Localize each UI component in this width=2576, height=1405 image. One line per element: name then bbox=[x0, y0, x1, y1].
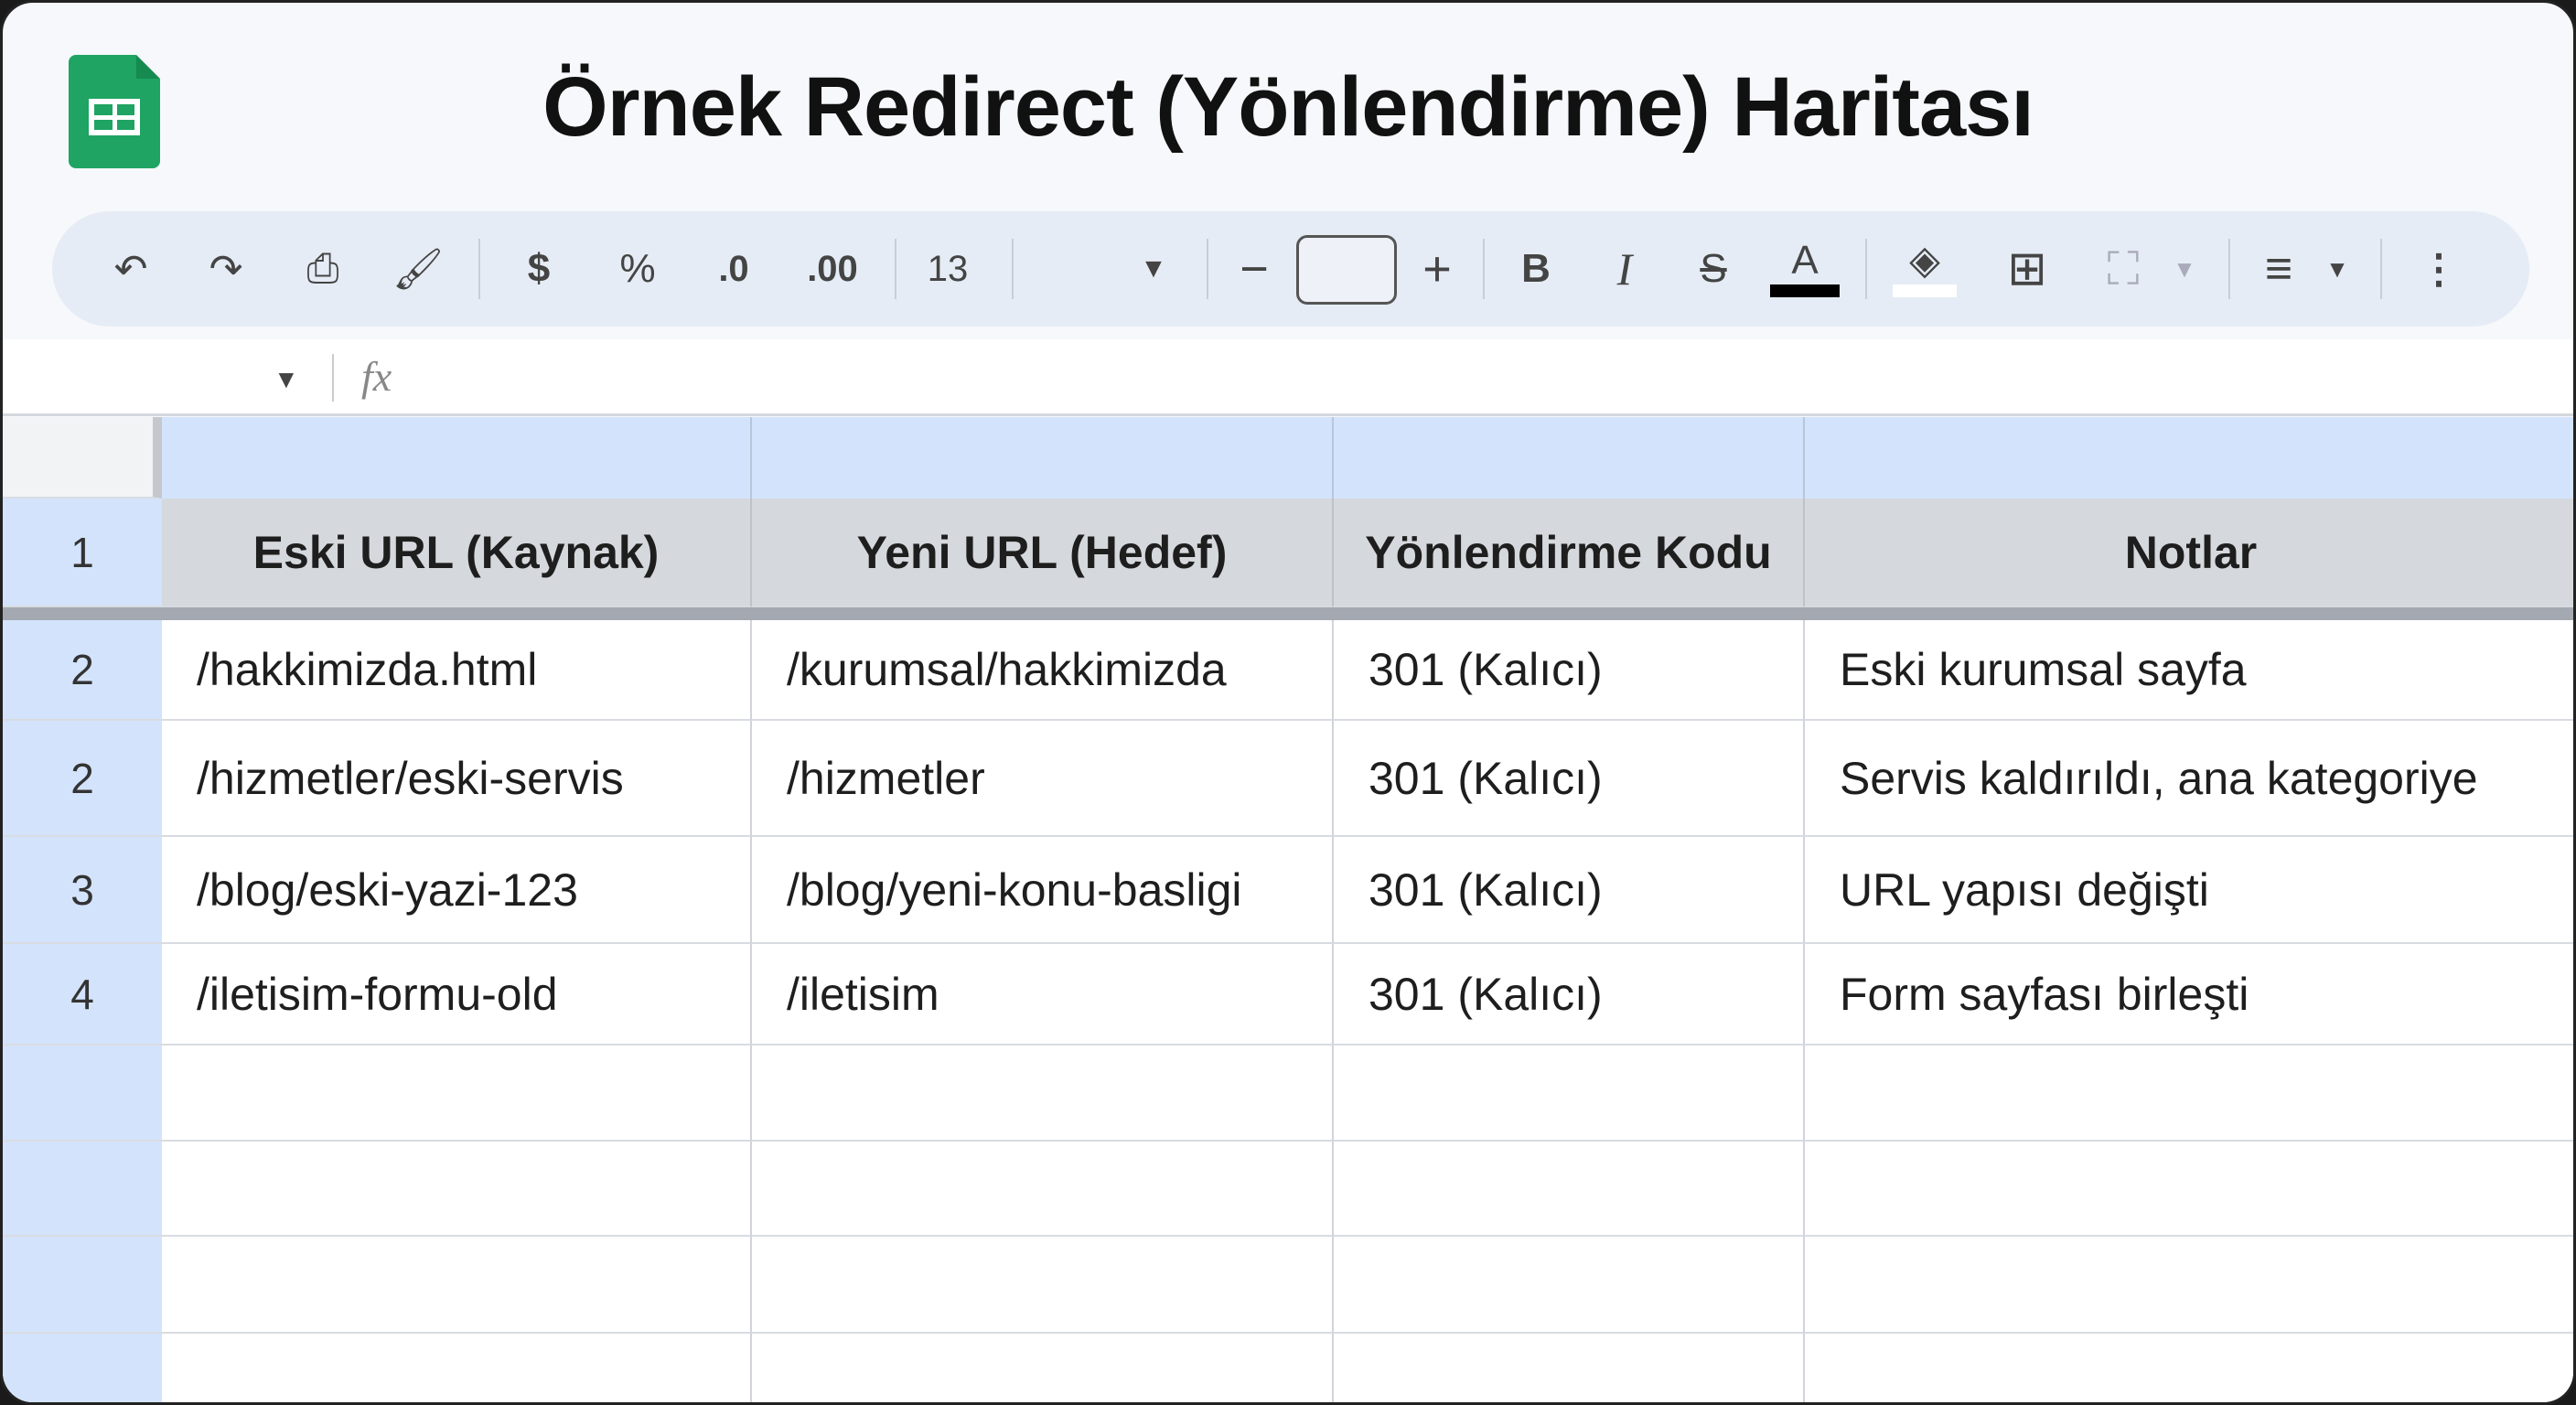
formula-input[interactable] bbox=[433, 339, 2573, 416]
table-cell[interactable]: /blog/yeni-konu-basligi bbox=[752, 837, 1334, 944]
name-box-chevron-icon[interactable]: ▼ bbox=[274, 365, 299, 393]
table-cell[interactable] bbox=[1334, 1237, 1805, 1334]
sheets-logo-icon bbox=[69, 55, 160, 168]
column-title[interactable]: Eski URL (Kaynak) bbox=[162, 499, 752, 607]
font-size-input[interactable] bbox=[1296, 235, 1397, 305]
table-cell[interactable] bbox=[162, 1237, 752, 1334]
table-cell[interactable] bbox=[1805, 1142, 2573, 1237]
table-cell[interactable] bbox=[752, 1142, 1334, 1237]
table-cell[interactable] bbox=[1805, 1237, 2573, 1334]
table-cell[interactable] bbox=[1334, 1046, 1805, 1142]
redo-icon[interactable]: ↷ bbox=[209, 246, 243, 292]
decrease-decimal-button[interactable]: .0 bbox=[718, 248, 749, 289]
borders-icon[interactable]: ⊞ bbox=[2007, 242, 2047, 295]
paint-format-icon[interactable]: 🖌 bbox=[392, 247, 444, 292]
document-title: Örnek Redirect (Yönlendirme) Haritası bbox=[542, 60, 2034, 154]
table-cell[interactable] bbox=[162, 1334, 752, 1402]
row-number[interactable]: 4 bbox=[3, 944, 162, 1046]
table-cell[interactable] bbox=[1805, 1046, 2573, 1142]
column-header[interactable] bbox=[752, 417, 1334, 499]
table-cell[interactable] bbox=[162, 1046, 752, 1142]
table-cell[interactable]: /hizmetler bbox=[752, 721, 1334, 837]
table-cell[interactable]: 301 (Kalıcı) bbox=[1334, 837, 1805, 944]
sheet-grid: 1 Eski URL (Kaynak) Yeni URL (Hedef) Yönlen… bbox=[3, 417, 2573, 1402]
row-number[interactable] bbox=[3, 1237, 162, 1334]
table-cell[interactable]: /iletisim bbox=[752, 944, 1334, 1046]
select-all-corner[interactable] bbox=[3, 417, 162, 499]
table-cell[interactable]: /kurumsal/hakkimizda bbox=[752, 620, 1334, 721]
table-cell[interactable]: /blog/eski-yazi-123 bbox=[162, 837, 752, 944]
fill-color-button[interactable]: ◈ bbox=[1893, 211, 1957, 327]
table-cell[interactable]: /hizmetler/eski-servis bbox=[162, 721, 752, 837]
percent-button[interactable]: % bbox=[619, 246, 656, 291]
text-color-letter: A bbox=[1791, 238, 1819, 283]
number-format-button[interactable]: 13 bbox=[927, 248, 969, 289]
frozen-row-divider[interactable] bbox=[3, 607, 2573, 620]
font-size-increase-button[interactable]: + bbox=[1422, 241, 1452, 296]
table-cell[interactable] bbox=[752, 1237, 1334, 1334]
table-cell[interactable]: 301 (Kalıcı) bbox=[1334, 721, 1805, 837]
row-number[interactable] bbox=[3, 1142, 162, 1237]
table-cell[interactable]: Servis kaldırıldı, ana kategoriye bbox=[1805, 721, 2573, 837]
table-cell[interactable]: /hakkimizda.html bbox=[162, 620, 752, 721]
bold-button[interactable]: B bbox=[1521, 246, 1551, 291]
currency-button[interactable]: $ bbox=[527, 246, 551, 291]
text-color-button[interactable]: A bbox=[1770, 211, 1840, 327]
merge-chevron-icon[interactable]: ▼ bbox=[2173, 254, 2196, 283]
table-cell[interactable] bbox=[752, 1046, 1334, 1142]
formula-bar: ▼ fx bbox=[3, 339, 2573, 416]
table-cell[interactable] bbox=[752, 1334, 1334, 1402]
paint-bucket-icon: ◈ bbox=[1909, 238, 1940, 283]
table-cell[interactable]: /iletisim-formu-old bbox=[162, 944, 752, 1046]
row-number[interactable]: 1 bbox=[3, 499, 162, 607]
align-chevron-icon[interactable]: ▼ bbox=[2325, 254, 2349, 283]
toolbar: ↶ ↷ ⎙ 🖌 $ % .0 .00 13 ▼ − + B I S A ◈ ⊞ … bbox=[52, 211, 2529, 327]
column-header[interactable] bbox=[162, 417, 752, 499]
font-dropdown-chevron-icon[interactable]: ▼ bbox=[1140, 253, 1167, 284]
column-header[interactable] bbox=[1805, 417, 2573, 499]
row-number[interactable]: 2 bbox=[3, 721, 162, 837]
italic-button[interactable]: I bbox=[1616, 243, 1633, 295]
text-color-bar bbox=[1770, 284, 1840, 297]
column-header[interactable] bbox=[1334, 417, 1805, 499]
table-cell[interactable] bbox=[1334, 1334, 1805, 1402]
row-number[interactable] bbox=[3, 1046, 162, 1142]
table-cell[interactable]: Form sayfası birleşti bbox=[1805, 944, 2573, 1046]
table-cell[interactable] bbox=[1334, 1142, 1805, 1237]
table-cell[interactable]: URL yapısı değişti bbox=[1805, 837, 2573, 944]
row-number[interactable]: 2 bbox=[3, 620, 162, 721]
table-cell[interactable]: Eski kurumsal sayfa bbox=[1805, 620, 2573, 721]
undo-icon[interactable]: ↶ bbox=[113, 246, 148, 292]
column-title[interactable]: Yeni URL (Hedef) bbox=[752, 499, 1334, 607]
print-icon[interactable]: ⎙ bbox=[306, 246, 339, 291]
row-number[interactable]: 3 bbox=[3, 837, 162, 944]
font-size-decrease-button[interactable]: − bbox=[1240, 241, 1269, 296]
fx-icon: fx bbox=[361, 353, 392, 400]
more-options-icon[interactable]: ⋮ bbox=[2419, 246, 2459, 292]
table-cell[interactable] bbox=[162, 1142, 752, 1237]
merge-cells-icon[interactable]: ⛶ bbox=[2107, 242, 2140, 295]
table-cell[interactable] bbox=[1805, 1334, 2573, 1402]
row-number[interactable] bbox=[3, 1334, 162, 1402]
strikethrough-button[interactable]: S bbox=[1700, 246, 1727, 291]
increase-decimal-button[interactable]: .00 bbox=[807, 248, 858, 289]
align-icon[interactable]: ≡ bbox=[2264, 242, 2293, 295]
column-title[interactable]: Notlar bbox=[1805, 499, 2573, 607]
column-title[interactable]: Yönlendirme Kodu bbox=[1334, 499, 1805, 607]
table-cell[interactable]: 301 (Kalıcı) bbox=[1334, 944, 1805, 1046]
table-cell[interactable]: 301 (Kalıcı) bbox=[1334, 620, 1805, 721]
